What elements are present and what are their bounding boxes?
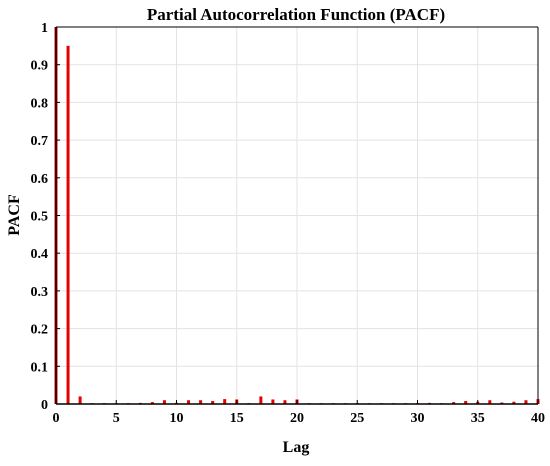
pacf-bar-lag-2 xyxy=(78,396,82,404)
x-tick-label: 5 xyxy=(113,411,120,426)
y-tick-label: 1 xyxy=(41,21,48,36)
pacf-bar-lag-19 xyxy=(283,400,287,404)
ticks-layer: 0 5 10 15 20 25 30 35 40 0 0.1 0.2 0.3 0.4 0.5 0.6 0.7 0.… xyxy=(31,21,546,426)
pacf-bar-lag-36 xyxy=(488,400,492,404)
pacf-bar-lag-1 xyxy=(66,45,70,404)
pacf-bar-lag-17 xyxy=(259,396,263,404)
x-tick-label: 40 xyxy=(531,411,545,426)
y-axis-label: PACF xyxy=(6,194,23,236)
y-tick-label: 0.9 xyxy=(31,59,49,74)
y-tick-label: 0.5 xyxy=(31,210,49,225)
x-tick-label: 15 xyxy=(230,411,244,426)
y-tick-label: 0.4 xyxy=(31,247,49,262)
x-tick-label: 35 xyxy=(471,411,485,426)
y-tick-label: 0.1 xyxy=(31,360,49,375)
y-tick-label: 0.8 xyxy=(31,96,49,111)
pacf-bar-lag-13 xyxy=(211,400,215,404)
pacf-bar-lag-37 xyxy=(500,402,504,404)
y-tick-label: 0.2 xyxy=(31,323,49,338)
y-tick-label: 0 xyxy=(41,398,48,413)
pacf-bar-lag-11 xyxy=(187,400,191,404)
x-axis-label: Lag xyxy=(283,439,310,456)
pacf-bar-lag-33 xyxy=(452,402,456,404)
pacf-bar-lag-38 xyxy=(512,401,516,404)
x-tick-label: 10 xyxy=(170,411,184,426)
grid-layer xyxy=(55,26,539,405)
axes-layer xyxy=(55,26,539,405)
y-tick-label: 0.3 xyxy=(31,285,49,300)
x-tick-label: 0 xyxy=(53,411,60,426)
pacf-bar-lag-8 xyxy=(150,402,154,404)
chart-title: Partial Autocorrelation Function (PACF) xyxy=(147,5,445,24)
pacf-bar-lag-18 xyxy=(271,399,275,404)
pacf-bar-lag-12 xyxy=(199,400,203,404)
pacf-bar-lag-39 xyxy=(524,400,528,404)
x-tick-label: 20 xyxy=(290,411,304,426)
x-tick-label: 30 xyxy=(411,411,425,426)
y-tick-label: 0.6 xyxy=(31,172,49,187)
pacf-bar-lag-14 xyxy=(223,399,227,404)
x-tick-label: 25 xyxy=(350,411,364,426)
pacf-bar-lag-34 xyxy=(464,400,468,404)
pacf-bar-lag-9 xyxy=(162,400,166,404)
y-tick-label: 0.7 xyxy=(31,134,49,149)
